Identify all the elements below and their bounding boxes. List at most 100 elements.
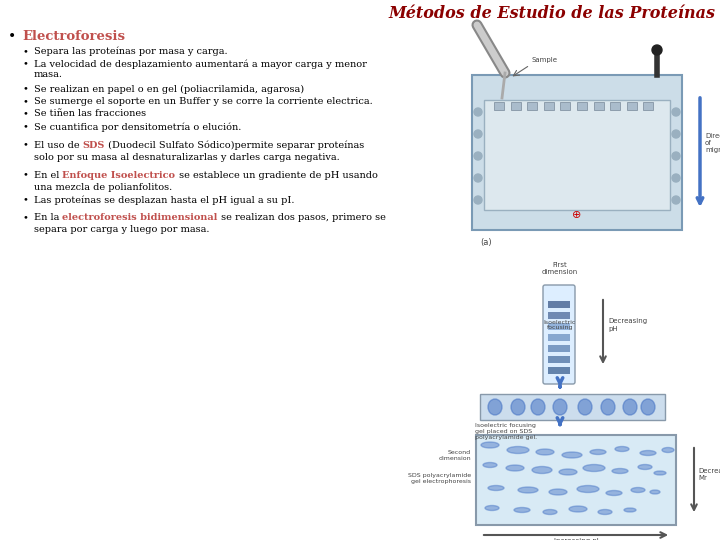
Ellipse shape [536,449,554,455]
Ellipse shape [531,399,545,415]
Text: Se realizan en papel o en gel (poliacrilamida, agarosa): Se realizan en papel o en gel (poliacril… [34,84,304,93]
Bar [484,100,670,210]
FancyBboxPatch shape [480,394,665,420]
Circle shape [474,196,482,204]
Text: En el: En el [34,171,63,179]
Circle shape [652,45,662,55]
Ellipse shape [612,469,628,474]
Text: •: • [22,59,28,69]
Ellipse shape [662,448,674,453]
Text: electroforesis bidimensional: electroforesis bidimensional [63,213,218,222]
Text: Se sumerge el soporte en un Buffer y se corre la corriente electrica.: Se sumerge el soporte en un Buffer y se … [34,97,373,106]
FancyBboxPatch shape [472,75,682,230]
Circle shape [672,196,680,204]
Ellipse shape [577,485,599,492]
Ellipse shape [549,489,567,495]
Text: Isoelectric
focusing: Isoelectric focusing [544,320,576,330]
Circle shape [672,130,680,138]
Text: SDS polyacrylamide
gel electrophoresis: SDS polyacrylamide gel electrophoresis [408,473,471,484]
Bar [548,345,570,352]
Text: separa por carga y luego por masa.: separa por carga y luego por masa. [34,226,210,234]
Text: •: • [8,30,17,44]
Ellipse shape [507,447,529,454]
Bar [510,102,521,110]
Text: Decreasing
Mr: Decreasing Mr [698,469,720,482]
Ellipse shape [578,399,592,415]
Ellipse shape [485,505,499,510]
Ellipse shape [488,399,502,415]
Text: Separa las proteínas por masa y carga.: Separa las proteínas por masa y carga. [34,47,228,57]
Bar [593,102,603,110]
Bar [548,323,570,330]
Text: Sample: Sample [532,57,558,63]
Ellipse shape [553,399,567,415]
Ellipse shape [569,506,587,512]
Text: En la: En la [34,213,63,222]
Text: Decreasing
pH: Decreasing pH [608,319,647,332]
Ellipse shape [601,399,615,415]
Ellipse shape [559,469,577,475]
Ellipse shape [543,510,557,515]
Text: •: • [22,122,28,131]
Bar [577,102,587,110]
Text: Métodos de Estudio de las Proteínas: Métodos de Estudio de las Proteínas [388,5,715,22]
Text: (a): (a) [480,238,492,247]
Ellipse shape [481,442,499,448]
Ellipse shape [624,508,636,512]
Text: Electroforesis: Electroforesis [22,30,125,43]
Text: Second
dimension: Second dimension [438,450,471,461]
Text: (Duodecil Sulfato Sódico)permite separar proteínas: (Duodecil Sulfato Sódico)permite separar… [105,140,364,150]
Text: Direction
of
migration: Direction of migration [705,133,720,153]
Text: Se tiñen las fracciones: Se tiñen las fracciones [34,110,146,118]
Bar [494,102,504,110]
Bar [544,102,554,110]
Bar [548,356,570,363]
Ellipse shape [631,488,645,492]
Text: se establece un gradiente de pH usando: se establece un gradiente de pH usando [176,171,377,179]
Text: •: • [22,84,28,93]
Circle shape [474,152,482,160]
Ellipse shape [598,510,612,515]
Text: •: • [22,110,28,118]
FancyBboxPatch shape [543,285,575,384]
Ellipse shape [650,490,660,494]
Text: •: • [22,171,28,179]
Text: Las proteínas se desplazan hasta el pH igual a su pI.: Las proteínas se desplazan hasta el pH i… [34,195,294,205]
Text: una mezcla de polianfolitos.: una mezcla de polianfolitos. [34,183,172,192]
Text: El uso de: El uso de [34,140,83,150]
Text: •: • [22,47,28,56]
Circle shape [474,130,482,138]
Bar [548,334,570,341]
Ellipse shape [641,399,655,415]
Circle shape [672,174,680,182]
Ellipse shape [532,467,552,474]
Ellipse shape [511,399,525,415]
Text: •: • [22,195,28,205]
Text: La velocidad de desplazamiento aumentará a mayor carga y menor
masa.: La velocidad de desplazamiento aumentará… [34,59,367,79]
FancyBboxPatch shape [476,435,676,525]
Bar [548,367,570,374]
Ellipse shape [623,399,637,415]
Text: Enfoque Isoelectrico: Enfoque Isoelectrico [63,171,176,179]
Bar [627,102,636,110]
Circle shape [474,108,482,116]
Text: •: • [22,213,28,222]
Text: SDS: SDS [83,140,105,150]
Text: First
dimension: First dimension [542,262,578,275]
Text: •: • [22,97,28,106]
Ellipse shape [506,465,524,471]
Ellipse shape [654,471,666,475]
Ellipse shape [518,487,538,493]
Ellipse shape [488,485,504,490]
Text: ⊕: ⊕ [572,210,582,220]
Bar [611,102,620,110]
Bar [644,102,654,110]
Text: Isoelectric focusing
gel placed on SDS
polyacrylamide gel.: Isoelectric focusing gel placed on SDS p… [475,423,537,440]
Bar [548,312,570,319]
Text: Increasing pI: Increasing pI [554,538,598,540]
Ellipse shape [583,464,605,471]
Ellipse shape [483,462,497,468]
Text: se realizan dos pasos, primero se: se realizan dos pasos, primero se [218,213,386,222]
Bar [548,301,570,308]
Text: •: • [22,140,28,150]
